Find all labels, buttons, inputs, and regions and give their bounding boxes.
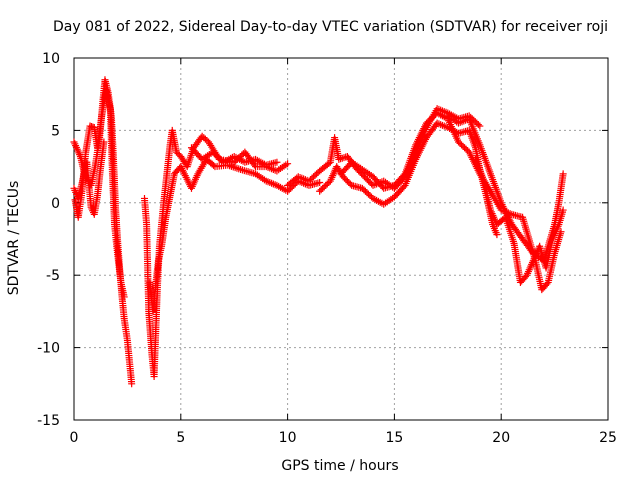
data-point [476,122,484,130]
x-tick-label: 20 [492,430,510,446]
x-tick-label: 10 [279,430,297,446]
data-point [316,179,324,187]
data-point [474,121,482,129]
data-point [559,206,567,214]
y-tick-label: 0 [51,196,60,212]
data-point [210,161,218,169]
data-point [543,280,551,288]
y-tick-label: -10 [37,341,60,357]
data-series [70,76,567,388]
data-point [128,380,136,388]
data-point [284,160,292,168]
axis-ticks: 0 5 10 15 20 25 -15 -10 -5 0 5 10 [37,51,617,446]
plot-frame [73,57,609,421]
data-point [273,158,281,166]
x-tick-label: 25 [599,430,617,446]
y-tick-label: 5 [51,123,60,139]
y-tick-label: -5 [46,268,60,284]
data-point [120,293,128,301]
chart-title: Day 081 of 2022, Sidereal Day-to-day VTE… [53,19,608,35]
x-axis-label: GPS time / hours [281,458,398,474]
data-point [559,170,567,178]
data-point [100,138,108,146]
y-axis-label: SDTVAR / TECUs [6,181,22,296]
x-tick-label: 5 [176,430,185,446]
x-tick-label: 15 [385,430,403,446]
y-tick-label: -15 [37,413,60,429]
data-point [493,231,501,239]
y-tick-label: 10 [42,51,60,67]
x-tick-label: 0 [70,430,79,446]
